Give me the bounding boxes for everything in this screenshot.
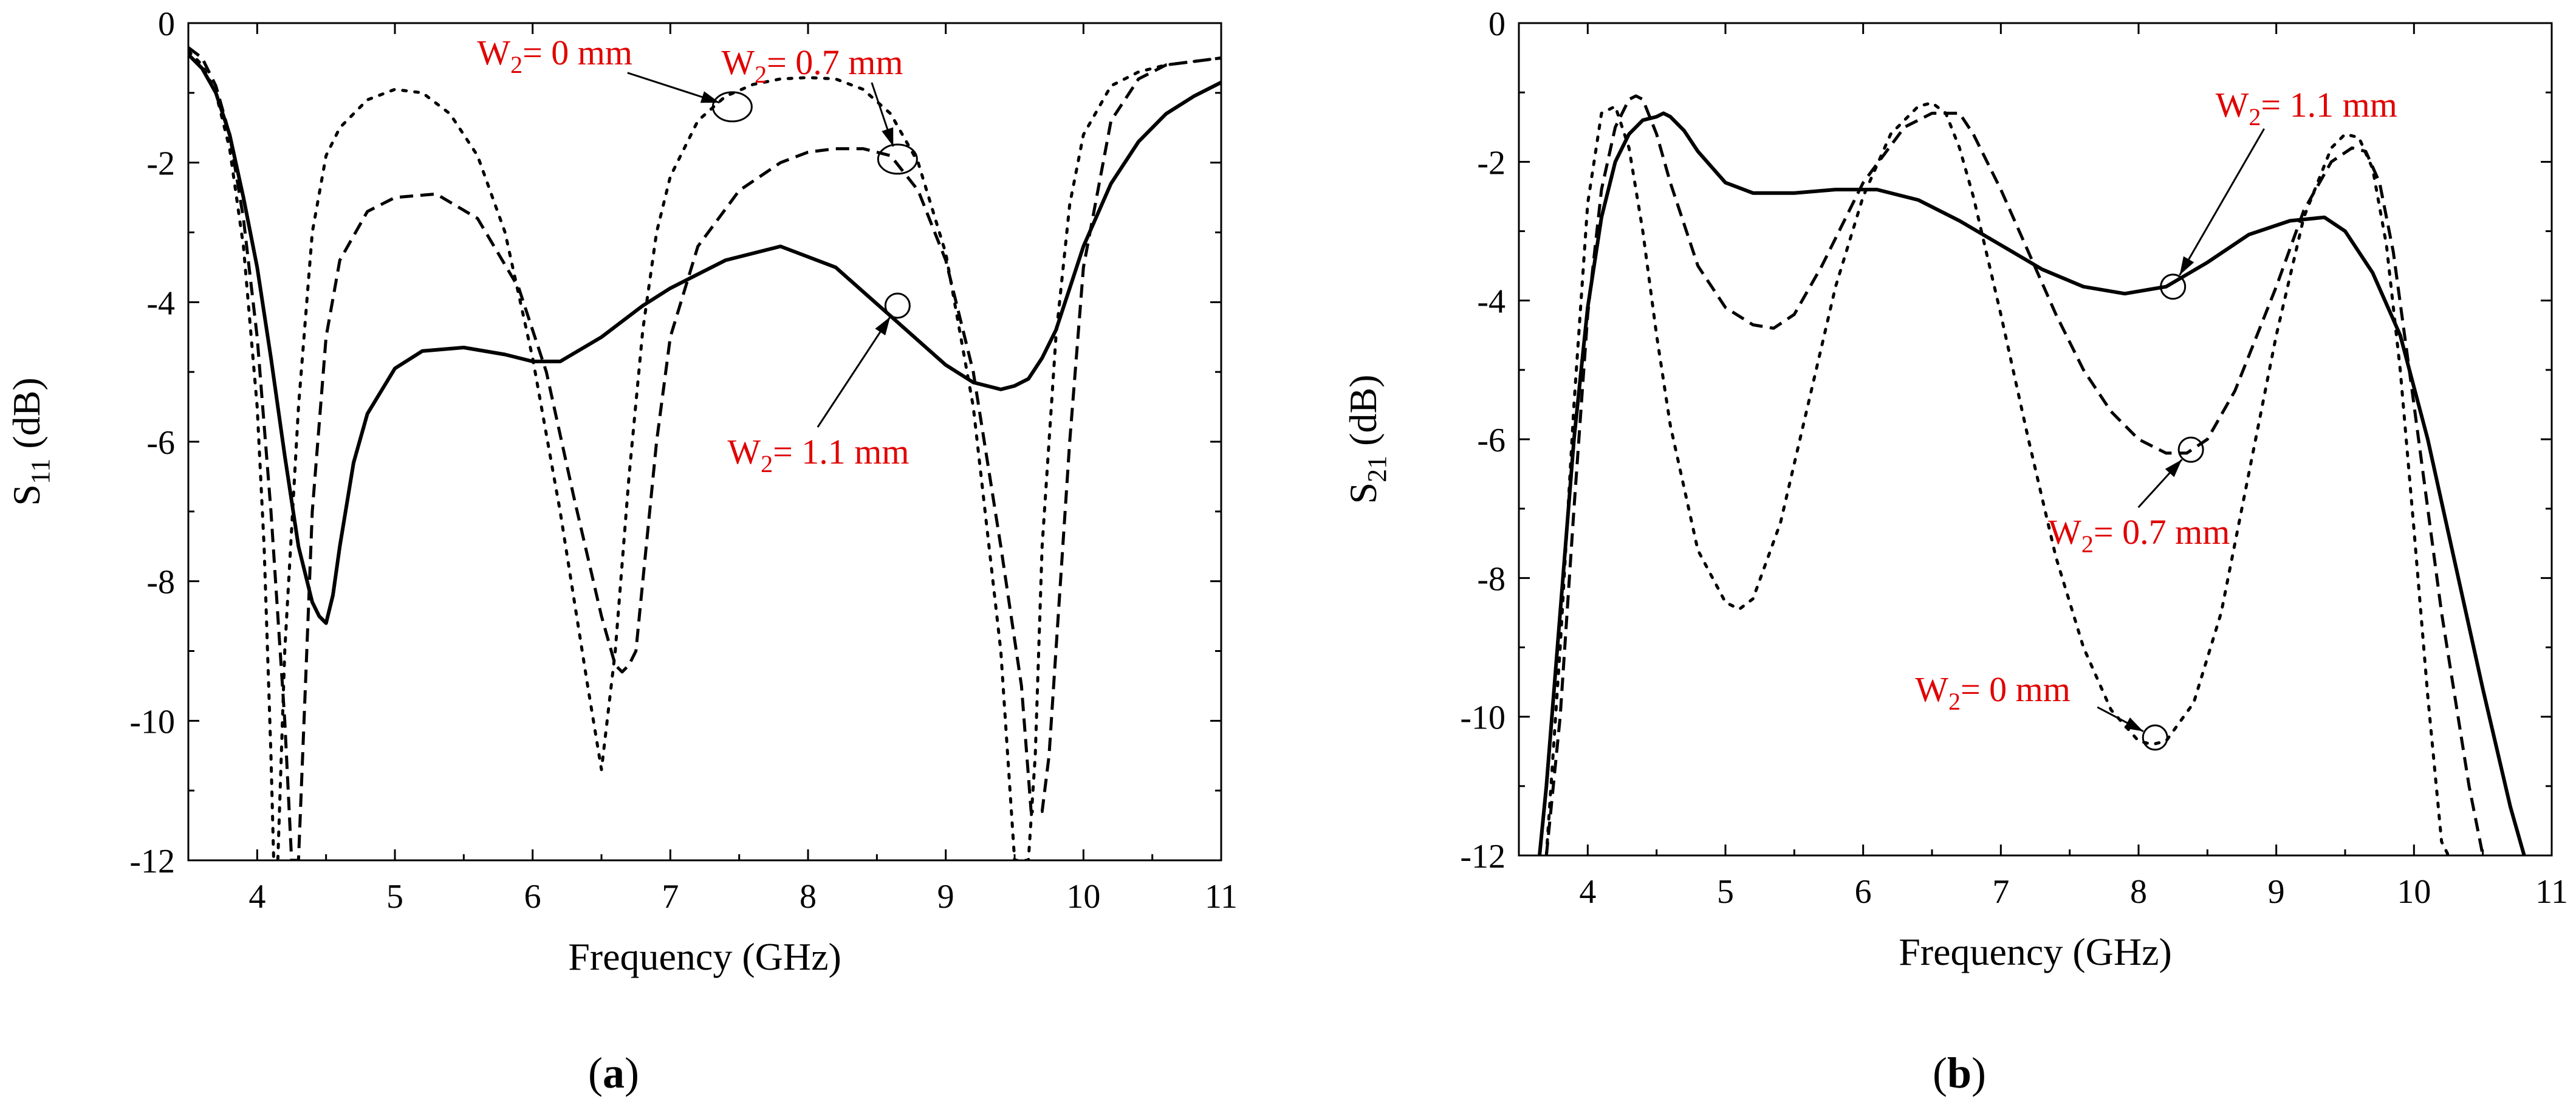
x-tick-label: 7 <box>662 878 679 916</box>
y-axis-title: S11 (dB) <box>5 377 55 506</box>
x-tick-label: 8 <box>2130 873 2147 911</box>
y-axis-title: S21 (dB) <box>1341 375 1392 504</box>
series-line-dotted <box>188 49 1221 860</box>
annotation-label-sub: 2 <box>761 450 773 478</box>
annotation-label: W2= 0 mm <box>477 33 632 78</box>
y-axis-title-unit: (dB) <box>5 377 48 458</box>
annotation-label-main: W <box>727 432 761 471</box>
y-axis-title-main: S <box>1341 482 1385 504</box>
annotation-label-sub: 2 <box>755 61 767 88</box>
x-tick-label: 11 <box>1205 878 1238 916</box>
x-tick-label: 10 <box>2397 873 2431 911</box>
x-tick-label: 8 <box>800 878 817 916</box>
panel-label: (b) <box>1933 1049 1986 1097</box>
annotation-label: W2= 0.7 mm <box>721 43 903 88</box>
y-tick-label: -10 <box>129 703 175 741</box>
series-group <box>1538 94 2526 855</box>
annotation-label-sub: 2 <box>2081 530 2094 558</box>
y-tick-label: -6 <box>1477 422 1506 459</box>
annotation-label-rest: = 0.7 mm <box>767 43 903 82</box>
panel-label-letter: a <box>603 1049 625 1097</box>
x-tick-label: 5 <box>386 878 403 916</box>
y-tick-label: -4 <box>1477 283 1506 321</box>
x-tick-label: 11 <box>2535 873 2568 911</box>
annotation-circle <box>2177 436 2204 463</box>
annotation-label-rest: = 0 mm <box>522 33 632 72</box>
series-line-dashed <box>1544 94 2485 855</box>
x-axis-title: Frequency (GHz) <box>568 935 841 978</box>
panel-b-chart: 4 5 6 7 8 9 10 11 0 -2 -4 -6 -8 -10 -12 Frequency (GHz)… <box>1341 5 2568 1097</box>
annotation-circle <box>877 143 918 175</box>
annotation-label: W2= 0 mm <box>1915 670 2071 715</box>
y-tick-label: -4 <box>146 284 175 322</box>
annotation-circle <box>711 91 753 123</box>
annotation-arrowhead <box>882 127 894 147</box>
panel-label-letter: b <box>1947 1049 1971 1097</box>
x-tick-label: 6 <box>524 878 541 916</box>
annotation-arrowhead <box>2165 459 2182 478</box>
y-tick-label: -8 <box>1477 560 1506 598</box>
y-tick-label: 0 <box>158 5 175 43</box>
plot-frame <box>187 22 1222 862</box>
y-tick-label: -2 <box>1477 144 1506 182</box>
annotation-arrow <box>817 316 891 428</box>
y-axis-title-sub: 11 <box>26 459 55 484</box>
annotation-label-rest: = 0.7 mm <box>2094 512 2230 552</box>
y-tick-label: -6 <box>146 424 175 462</box>
annotation-label-rest: = 0 mm <box>1961 670 2071 709</box>
annotation-label-main: W <box>2216 85 2249 125</box>
annotation-circle <box>2142 724 2168 751</box>
x-tick-label: 6 <box>1855 873 1872 911</box>
y-tick-label: -12 <box>1460 838 1506 876</box>
y-axis-title-unit: (dB) <box>1341 375 1385 456</box>
annotation-label-main: W <box>477 33 510 72</box>
series-line-solid <box>1538 111 2526 855</box>
y-tick-label: -12 <box>129 843 175 880</box>
y-tick-label: 0 <box>1488 5 1506 43</box>
annotation-circle <box>884 292 911 319</box>
annotation-label-rest: = 1.1 mm <box>773 432 909 471</box>
annotation-arrowhead <box>2179 256 2194 275</box>
x-tick-label: 10 <box>1066 878 1100 916</box>
series-line-solid <box>188 53 1221 625</box>
panel-label: (a) <box>588 1049 639 1097</box>
annotation-label: W2= 0.7 mm <box>2048 512 2230 558</box>
annotation-label-main: W <box>721 43 755 82</box>
y-tick-label: -8 <box>146 564 175 601</box>
annotation-arrowhead <box>875 317 891 336</box>
series-line-dashed <box>188 46 1221 860</box>
annotation-arrowhead <box>2124 717 2143 732</box>
x-axis-title: Frequency (GHz) <box>1899 930 2172 973</box>
annotation-circle <box>2160 273 2187 300</box>
annotation-label: W2= 1.1 mm <box>2216 85 2397 131</box>
panel-label-open: ( <box>1933 1049 1947 1097</box>
y-axis-title-main: S <box>5 484 48 506</box>
series-line-dotted <box>1544 101 2450 855</box>
x-tick-label: 5 <box>1717 873 1734 911</box>
annotation-label-sub: 2 <box>510 51 522 78</box>
panel-label-close: ) <box>625 1049 639 1097</box>
series-group <box>188 46 1221 860</box>
y-axis-title-sub: 21 <box>1362 456 1392 482</box>
y-tick-label: -2 <box>146 145 175 183</box>
annotation-label-main: W <box>1915 670 1948 709</box>
x-tick-label: 4 <box>248 878 265 916</box>
x-tick-label: 9 <box>2268 873 2285 911</box>
y-tick-label: -10 <box>1460 699 1506 737</box>
annotation-label-rest: = 1.1 mm <box>2261 85 2397 125</box>
x-tick-label: 4 <box>1579 873 1596 911</box>
annotation-arrow <box>2179 128 2265 276</box>
annotation-label-sub: 2 <box>1948 688 1961 715</box>
annotation-label-main: W <box>2048 512 2081 552</box>
annotation-label-sub: 2 <box>2249 103 2261 131</box>
x-tick-label: 9 <box>937 878 954 916</box>
panel-a-chart: 4 5 6 7 8 9 10 11 0 -2 -4 -6 -8 -10 -12 Frequency (GHz)… <box>5 5 1238 1097</box>
x-tick-label: 7 <box>1992 873 2009 911</box>
annotation-arrowhead <box>700 91 720 103</box>
panel-label-open: ( <box>588 1049 603 1097</box>
annotation-label: W2= 1.1 mm <box>727 432 909 478</box>
panel-label-close: ) <box>1971 1049 1986 1097</box>
